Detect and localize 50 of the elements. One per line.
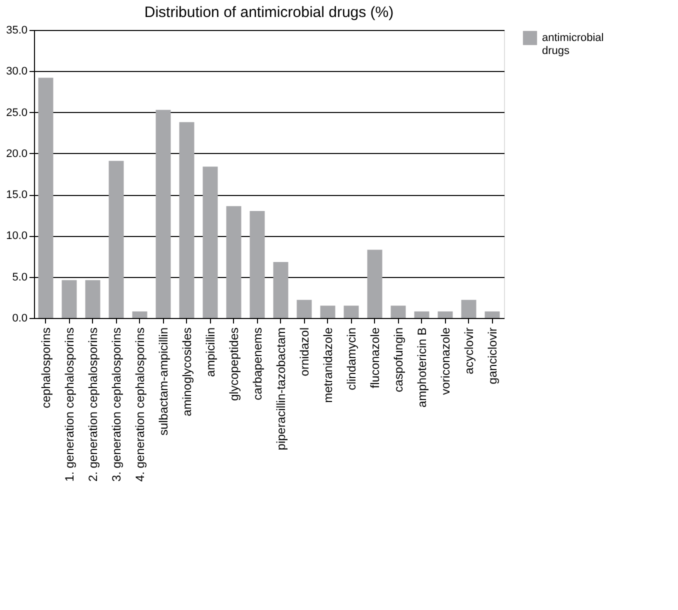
bar <box>179 122 194 318</box>
bar <box>320 306 336 318</box>
y-tick-label: 30.0 <box>6 66 28 78</box>
x-tick-label: piperacillin-tazobactam <box>274 328 288 450</box>
bar <box>296 300 312 318</box>
x-tick-label: clindamycin <box>344 328 358 390</box>
bar <box>62 280 77 318</box>
bar <box>250 211 265 318</box>
y-tick-label: 15.0 <box>6 189 28 202</box>
x-tick-label: voriconazole <box>438 327 452 395</box>
bar <box>461 300 476 318</box>
x-tick-label: amphotericin B <box>414 328 429 408</box>
bar <box>414 311 430 318</box>
y-tick-label: 5.0 <box>12 271 28 284</box>
x-tick-label: 2. generation cephalosporins <box>86 328 100 482</box>
bar <box>38 78 54 318</box>
x-tick-label: 1. generation cephalosporins <box>62 328 76 482</box>
bar <box>484 311 500 318</box>
bar <box>367 250 382 318</box>
x-tick-label: ganciclovir <box>485 328 500 384</box>
bar <box>344 306 359 318</box>
x-tick-label: ampicillin <box>203 328 218 377</box>
x-tick-label: metranidazole <box>320 327 335 403</box>
bar <box>108 160 124 318</box>
chart-title: Distribution of antimicrobial drugs (%) <box>144 4 394 21</box>
x-tick-label: fluconazole <box>368 327 382 388</box>
y-tick-label: 25.0 <box>6 106 28 119</box>
x-tick-label: 3. generation cephalosporins <box>109 328 124 482</box>
bar <box>202 166 218 318</box>
bar <box>132 311 148 318</box>
bar <box>85 280 100 318</box>
bar <box>156 110 171 318</box>
x-tick-label: sulbactam-ampicillin <box>156 328 170 436</box>
x-tick-label: glycopeptides <box>226 328 241 401</box>
bar <box>438 311 453 318</box>
bar <box>273 262 288 318</box>
x-tick-label: caspofungin <box>391 328 406 392</box>
x-tick-label: cephalosporins <box>38 328 53 408</box>
x-tick-label: acyclovir <box>462 328 476 374</box>
bar <box>390 306 406 318</box>
y-tick-label: 20.0 <box>6 148 28 160</box>
x-tick-label: aminoglycosides <box>180 328 194 416</box>
x-tick-label: carbapenems <box>250 328 264 400</box>
y-tick-label: 10.0 <box>6 230 28 242</box>
x-tick-label: 4. generation cephalosporins <box>132 328 147 482</box>
legend-label: antimicrobial drugs <box>542 32 604 57</box>
y-tick-label: 35.0 <box>6 24 28 36</box>
x-tick-label: ornidazol <box>297 328 312 376</box>
bar <box>226 206 242 318</box>
y-tick-label: 0.0 <box>12 312 28 324</box>
